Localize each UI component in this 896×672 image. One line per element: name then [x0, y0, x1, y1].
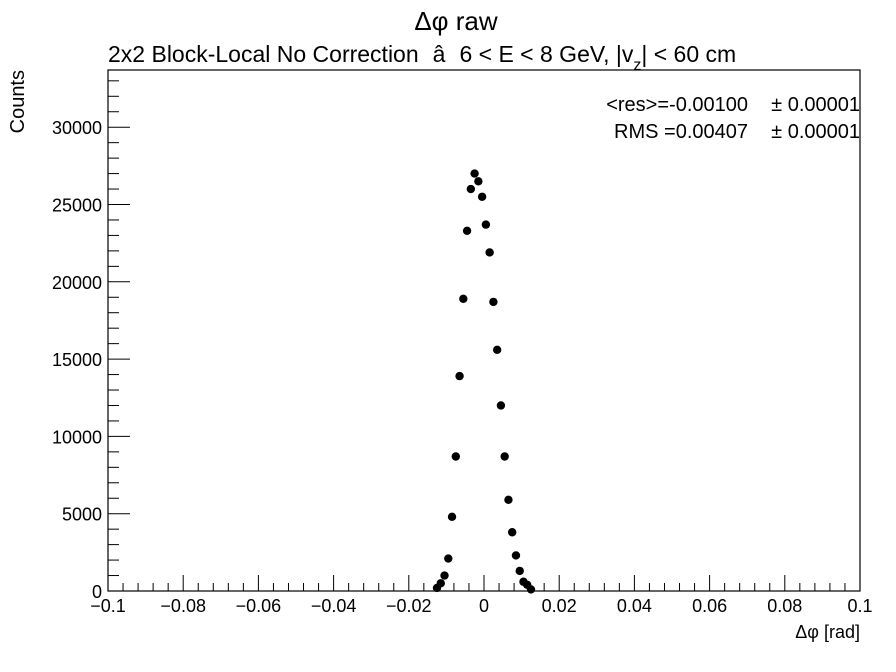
subtitle-main: 2x2 Block-Local No Correction: [108, 41, 419, 67]
chart-title: Δφ raw: [414, 6, 498, 36]
y-tick-label: 10000: [52, 427, 102, 447]
data-points: [432, 169, 536, 594]
y-tick-label: 30000: [52, 118, 102, 138]
data-point: [459, 294, 468, 304]
data-point: [455, 371, 464, 381]
data-point: [436, 579, 445, 588]
data-point: [515, 566, 524, 576]
data-point: [489, 297, 498, 307]
data-point: [500, 452, 509, 461]
data-point: [526, 585, 536, 594]
x-tick-label: −0.06: [236, 596, 282, 616]
subtitle-glyph: â: [433, 41, 446, 67]
x-tick-label: 0.04: [617, 596, 652, 616]
data-point: [470, 169, 479, 178]
x-tick-label: −0.08: [160, 596, 206, 616]
data-point: [462, 226, 472, 235]
stats-box: <res>=-0.00100 ± 0.00001 RMS =0.00407 ± …: [606, 94, 860, 143]
data-point: [511, 551, 521, 560]
data-point: [485, 248, 494, 257]
data-point: [451, 452, 460, 461]
stats-res-label: <res>=-0.00100: [606, 94, 748, 116]
data-point: [492, 345, 502, 355]
y-tick-label: 25000: [52, 196, 102, 216]
axis-tick-labels: −0.1 −0.08 −0.06 −0.04 −0.02 0 0.02 0.04 0.06 0.0…: [52, 118, 873, 616]
y-tick-label: 20000: [52, 273, 102, 293]
subtitle-subscript: z: [633, 57, 641, 74]
x-tick-label: 0.06: [692, 596, 727, 616]
x-tick-label: 0.1: [847, 596, 872, 616]
data-point: [444, 554, 453, 563]
data-point: [496, 401, 506, 410]
data-point: [508, 528, 517, 537]
plot-frame: [107, 69, 861, 592]
data-point: [504, 495, 513, 504]
x-tick-label: 0.02: [542, 596, 577, 616]
y-tick-label: 15000: [52, 350, 102, 370]
data-point: [466, 184, 476, 194]
x-tick-label: −0.1: [90, 596, 126, 616]
x-tick-label: −0.02: [386, 596, 432, 616]
plot-border: [107, 69, 861, 592]
stats-res-error: ± 0.00001: [771, 94, 860, 116]
data-point: [447, 512, 457, 521]
data-point: [440, 571, 449, 580]
subtitle-end: | < 60 cm: [641, 41, 736, 67]
y-tick-label: 5000: [62, 505, 102, 525]
y-tick-label: 0: [92, 582, 102, 602]
x-tick-label: 0.08: [767, 596, 802, 616]
data-point: [481, 220, 491, 229]
x-tick-label: −0.04: [311, 596, 357, 616]
subtitle-energy: 6 < E < 8 GeV, |v: [459, 41, 633, 67]
x-tick-label: 0: [479, 596, 489, 616]
axis-ticks: [107, 80, 861, 592]
stats-rms-label: RMS =0.00407: [614, 121, 748, 143]
y-axis-label: Counts: [7, 70, 29, 133]
stats-rms-error: ± 0.00001: [771, 121, 860, 143]
data-point: [477, 192, 487, 201]
x-axis-label: Δφ [rad]: [795, 622, 860, 642]
data-point: [474, 177, 483, 186]
chart-subtitle: 2x2 Block-Local No Correction â 6 < E < 8 …: [108, 41, 736, 74]
